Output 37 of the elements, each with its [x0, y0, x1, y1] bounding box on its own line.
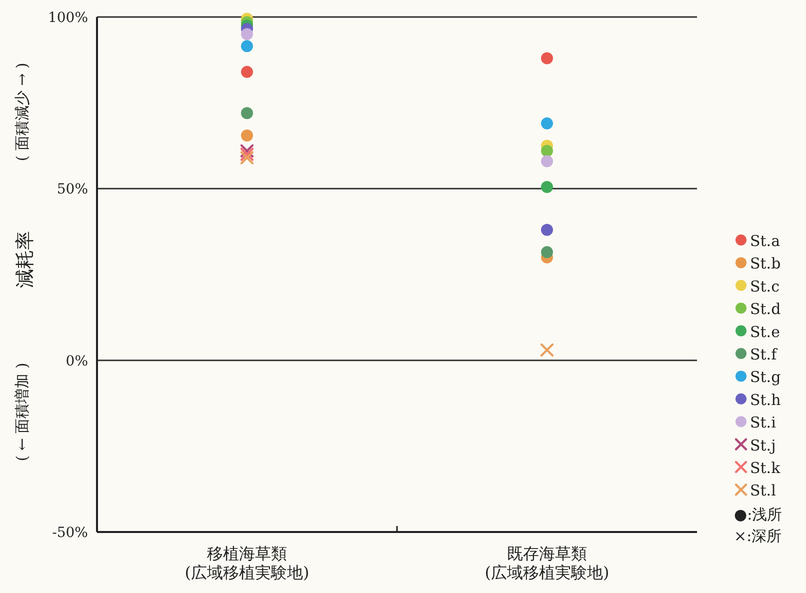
legend-label: St.d	[750, 300, 782, 318]
legend-label: St.g	[750, 368, 782, 386]
legend-label: St.i	[750, 414, 776, 432]
point	[241, 129, 253, 142]
y-tick-label: 50%	[56, 182, 88, 198]
point	[541, 180, 553, 193]
point	[541, 117, 553, 130]
point	[541, 144, 553, 157]
point	[540, 343, 554, 357]
legend-label: St.h	[750, 390, 782, 409]
legend-label: St.a	[750, 232, 780, 250]
legend-label: St.j	[750, 436, 776, 454]
text: ( ← 面積増加 )	[13, 362, 31, 462]
legend-label: St.b	[750, 254, 781, 273]
y-tick-label: -50%	[52, 525, 88, 541]
text: ( 面積減少 → )	[13, 62, 31, 162]
point	[240, 151, 254, 164]
point	[541, 52, 553, 64]
text: ×:深所	[734, 527, 782, 546]
point	[241, 66, 253, 78]
y-tick-label: 0%	[66, 353, 88, 370]
legend-label: St.e	[750, 322, 780, 341]
x-tick-label: 移植海草類 (広域移植実験地)	[184, 544, 310, 582]
legend-label: St.f	[750, 346, 778, 364]
point	[241, 107, 253, 120]
legend-label: St.c	[750, 277, 780, 296]
point	[241, 28, 253, 40]
legend-label: St.k	[750, 459, 782, 477]
y-axis-title: 減耗率	[14, 231, 36, 288]
point	[541, 246, 553, 258]
point	[541, 224, 553, 236]
x-tick-label: 既存海草類 (広域移植実験地)	[484, 544, 610, 582]
point	[541, 155, 553, 168]
point	[241, 40, 253, 52]
text: ●:浅所	[734, 505, 782, 524]
y-tick-label: 100%	[48, 10, 88, 26]
legend-label: St.l	[750, 482, 776, 500]
